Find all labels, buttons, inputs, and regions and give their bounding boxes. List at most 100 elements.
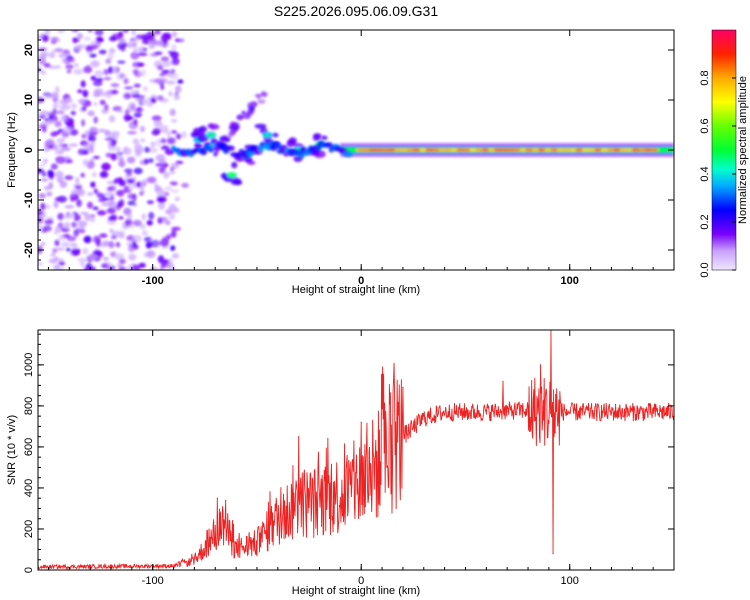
noise-blob [157,217,163,224]
noise-blob [57,30,66,33]
noise-blob [50,131,58,137]
noise-blob [126,212,133,221]
noise-blob [144,146,151,153]
noise-blob [38,57,45,66]
streak-blob [227,132,233,139]
carrier-core [388,148,396,152]
noise-blob [139,192,144,196]
noise-blob [126,178,135,184]
noise-blob [165,209,172,215]
noise-blob [108,48,116,54]
noise-blob [60,115,67,122]
noise-blob [123,77,129,85]
spectrogram-feature [220,161,243,186]
noise-blob [41,34,49,43]
noise-blob [110,235,118,239]
noise-blob [50,253,56,257]
noise-blob [139,182,144,191]
noise-blob [39,163,47,167]
noise-blob [54,239,60,247]
noise-blob [131,264,141,270]
noise-blob [40,229,48,233]
snr-content [38,330,674,570]
noise-blob [79,220,88,228]
noise-blob [101,197,111,201]
noise-blob [55,65,61,69]
noise-blob [103,104,109,111]
noise-blob [118,266,126,270]
noise-blob [157,189,167,197]
noise-blob [69,129,79,136]
noise-blob [55,156,66,164]
noise-blob [57,212,65,221]
noise-blob [103,69,109,75]
noise-blob [170,245,176,251]
noise-blob [70,110,76,116]
noise-blob [76,44,83,51]
noise-blob [98,129,108,133]
noise-blob [108,66,113,74]
y-tick-label: 10 [23,94,35,106]
noise-blob [61,104,71,110]
noise-blob [51,49,56,57]
noise-blob [124,109,130,115]
noise-blob [181,182,190,188]
y-tick-label: 20 [23,44,35,56]
noise-blob [118,37,126,44]
noise-blob [181,131,187,139]
noise-blob [151,130,160,136]
noise-blob [79,211,88,215]
noise-blob [55,170,64,179]
noise-blob [135,97,145,102]
carrier-core [651,148,658,152]
noise-blob [53,143,58,152]
y-tick-label: 0 [23,147,35,153]
noise-blob [149,266,158,270]
y-tick-label: -10 [23,192,35,208]
noise-blob [54,197,63,202]
noise-blob [71,248,81,256]
noise-blob [61,241,70,248]
noise-blob [110,83,120,88]
noise-blob [150,239,160,248]
noise-blob [107,53,114,60]
noise-blob [71,242,78,250]
noise-blob [90,75,97,81]
cluster-core [208,133,214,137]
noise-blob [121,189,132,193]
carrier-core [432,148,439,152]
noise-blob [117,60,126,64]
noise-blob [110,194,115,202]
noise-blob [87,30,93,33]
noise-blob [106,200,116,206]
noise-blob [80,172,85,178]
carrier-core [463,148,471,152]
noise-blob [166,263,175,269]
noise-blob [141,178,149,185]
carrier-core [594,148,602,152]
noise-blob [61,137,66,142]
noise-blob [63,215,73,219]
noise-blob [169,181,178,186]
y-tick-label: 1000 [23,353,35,377]
colorbar-tick-label: 0.0 [699,262,711,277]
snr-frame [37,329,675,571]
noise-blob [133,37,140,43]
noise-blob [110,214,118,221]
noise-blob [59,99,68,105]
carrier-core [357,148,364,152]
noise-blob [140,138,146,143]
noise-blob [61,147,71,151]
noise-blob [123,114,132,122]
noise-blob [43,63,51,68]
noise-blob [168,203,176,210]
noise-blob [74,185,83,189]
noise-blob [171,226,181,231]
noise-blob [159,197,164,202]
carrier-core [532,148,539,152]
carrier-core [425,148,433,152]
carrier-core [613,148,621,152]
wave-blob [344,151,353,158]
noise-blob [123,185,129,192]
noise-blob [58,261,66,266]
